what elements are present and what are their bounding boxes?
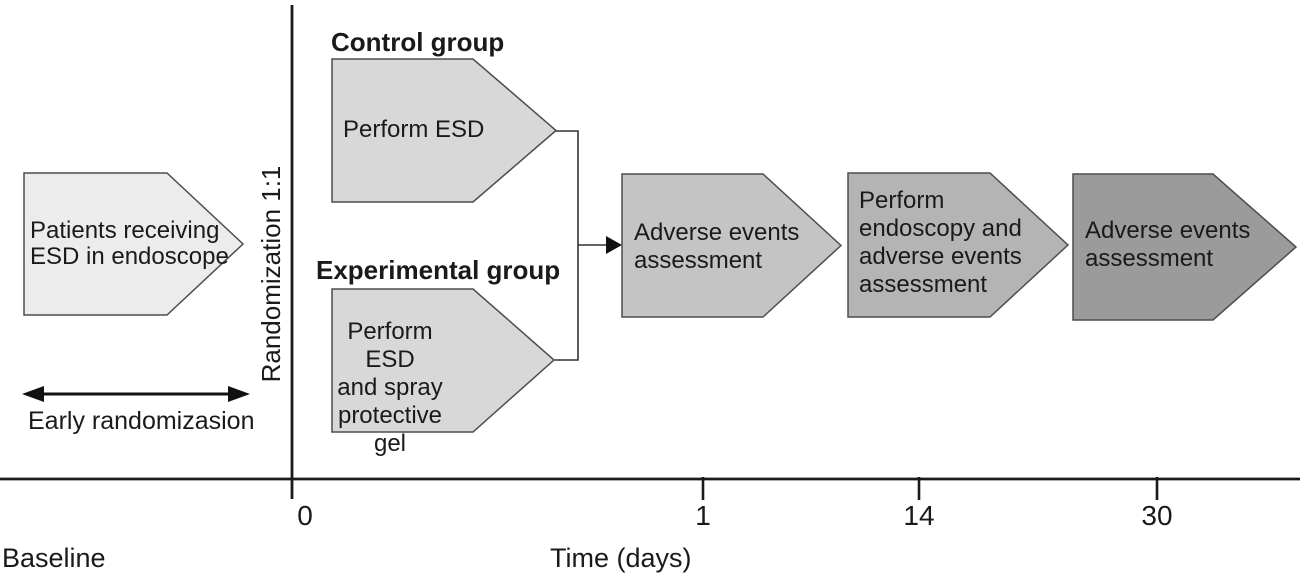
node-shape-adverse-events-1: [621, 173, 843, 318]
node-label-endoscopy-assessment: Perform endoscopy and adverse events ass…: [859, 187, 1022, 298]
baseline-label: Baseline: [2, 543, 106, 573]
tick-label-30: 30: [1141, 500, 1173, 531]
tick-label-14: 14: [903, 500, 935, 531]
time-axis-title: Time (days): [550, 543, 692, 573]
arrow-right-icon: [606, 236, 622, 254]
arrow-right-icon: [228, 386, 250, 402]
node-label-experimental: Perform ESD and spray protective gel: [337, 318, 443, 457]
early-randomization-label: Early randomizasion: [28, 407, 255, 435]
node-label-adverse-events-1: Adverse events assessment: [634, 219, 800, 274]
node-shape-patients: [23, 172, 245, 316]
group-label-experimental: Experimental group: [316, 255, 561, 285]
arrow-left-icon: [22, 386, 44, 402]
node-label-adverse-events-2: Adverse events assessment: [1085, 217, 1251, 272]
node-label-control: Perform ESD: [343, 116, 485, 143]
node-shape-experimental: [331, 288, 556, 433]
node-shape-adverse-events-2: [1072, 173, 1298, 321]
merge-bracket-line: [553, 130, 579, 361]
node-shape-endoscopy-assessment: [847, 172, 1070, 318]
randomization-label: Randomization 1:1: [256, 165, 286, 383]
node-shape-control: [331, 58, 558, 203]
node-label-patients: Patients receiving ESD in endoscope: [30, 217, 229, 270]
group-label-control: Control group: [331, 27, 505, 57]
tick-label-1: 1: [695, 500, 711, 531]
tick-label-0: 0: [297, 500, 313, 531]
